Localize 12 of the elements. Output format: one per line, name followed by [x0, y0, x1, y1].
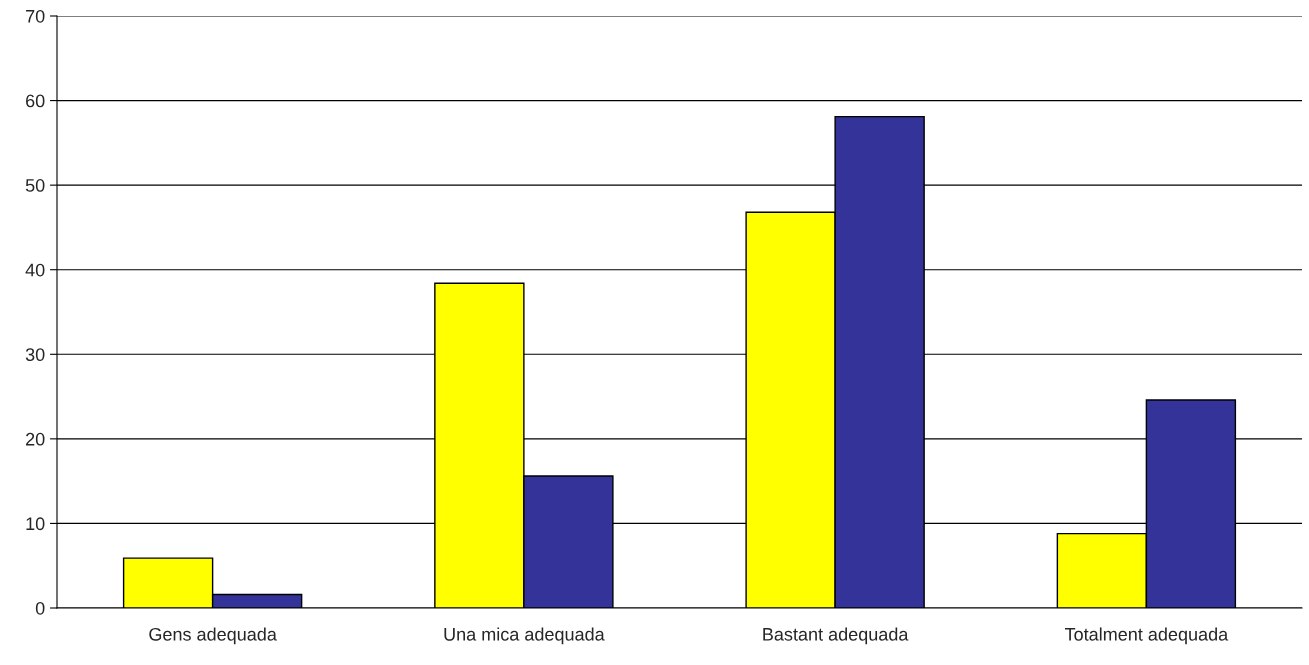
y-tick-label: 20: [26, 432, 45, 446]
x-tick-label: Una mica adequada: [444, 627, 605, 645]
y-tick-label: 70: [26, 9, 45, 23]
y-tick-label: 10: [26, 517, 45, 531]
y-tick-label: 40: [25, 263, 45, 277]
x-tick-label: Bastant adequada: [763, 627, 909, 645]
y-tick-label: 60: [26, 94, 45, 108]
x-tick-label: Totalment adequada: [1064, 627, 1229, 645]
x-tick-label: Gens adequada: [149, 627, 277, 645]
y-tick-label: 50: [25, 179, 45, 192]
y-tick-label: 0: [35, 601, 45, 615]
y-tick-label: 30: [25, 348, 45, 362]
